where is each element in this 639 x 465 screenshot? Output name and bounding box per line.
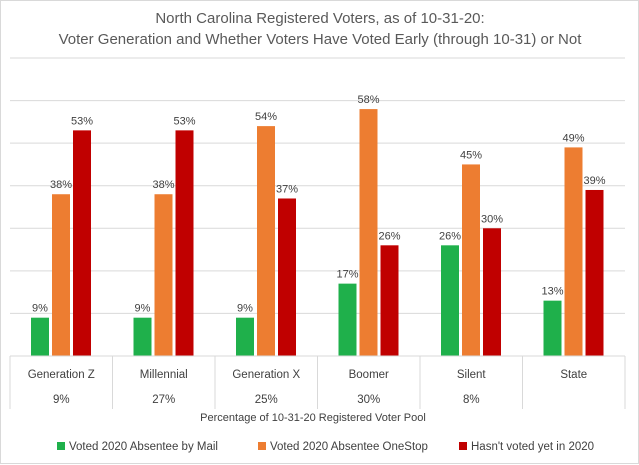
bar	[31, 317, 49, 356]
pool-percentage-label: 9%	[53, 394, 70, 406]
category-tick-label: Generation X	[232, 369, 300, 381]
bar	[483, 228, 501, 356]
chart-title-line-2: Voter Generation and Whether Voters Have…	[59, 31, 583, 48]
bar	[52, 194, 70, 356]
category-tick-label: State	[560, 369, 587, 381]
data-label: 58%	[357, 94, 379, 106]
data-label: 9%	[237, 303, 253, 315]
legend-label: Voted 2020 Absentee OneStop	[270, 441, 428, 453]
bar	[175, 130, 194, 356]
category-axis: Generation Z 9% Millennial 27% Generation X 2…	[9, 355, 626, 409]
data-label: 26%	[378, 230, 400, 242]
category-tick-label: Generation Z	[28, 369, 95, 381]
data-label: 45%	[460, 149, 482, 161]
pool-percentage-label: 27%	[152, 394, 175, 406]
category-tick-label: Boomer	[349, 369, 389, 381]
bar	[359, 109, 378, 356]
data-label: 9%	[32, 303, 48, 315]
data-label: 13%	[541, 286, 563, 298]
bar	[543, 300, 562, 356]
data-label: 30%	[481, 213, 503, 225]
legend-label: Voted 2020 Absentee by Mail	[69, 441, 218, 453]
data-label: 38%	[152, 179, 174, 191]
bar	[380, 245, 399, 356]
pool-percentage-label: 8%	[463, 394, 480, 406]
data-label: 38%	[50, 179, 72, 191]
pool-percentage-label: 25%	[255, 394, 278, 406]
legend-swatch	[57, 442, 65, 450]
bar	[236, 317, 254, 356]
data-label: 26%	[439, 230, 461, 242]
legend-swatch	[258, 442, 266, 450]
data-labels: 9% 38% 53% 9% 38% 53% 9% 54% 37% 17% 58% 26% 26% 45% 3…	[32, 94, 606, 315]
bar	[257, 126, 275, 356]
data-label: 53%	[71, 115, 93, 127]
bar	[462, 164, 480, 356]
bars	[31, 109, 604, 356]
data-label: 53%	[173, 115, 195, 127]
bar	[133, 317, 152, 356]
data-label: 49%	[562, 132, 584, 144]
pool-axis-title: Percentage of 10-31-20 Registered Voter …	[200, 412, 426, 424]
data-label: 54%	[255, 111, 277, 123]
bar	[338, 283, 357, 356]
bar	[154, 194, 173, 356]
data-label: 9%	[135, 303, 151, 315]
bar	[278, 198, 296, 356]
bar	[585, 189, 604, 356]
data-label: 17%	[336, 269, 358, 281]
category-tick-label: Silent	[457, 369, 487, 381]
legend-swatch	[459, 442, 467, 450]
legend: Voted 2020 Absentee by Mail Voted 2020 Ab…	[57, 441, 594, 453]
pool-percentage-label: 30%	[357, 394, 380, 406]
chart-title-line-1: North Carolina Registered Voters, as of …	[155, 10, 484, 27]
gridlines	[10, 57, 625, 314]
bar	[564, 147, 583, 356]
bar	[441, 245, 459, 356]
bar	[73, 130, 91, 356]
data-label: 39%	[583, 175, 605, 187]
legend-label: Hasn't voted yet in 2020	[471, 441, 594, 453]
category-tick-label: Millennial	[140, 369, 188, 381]
data-label: 37%	[276, 183, 298, 195]
